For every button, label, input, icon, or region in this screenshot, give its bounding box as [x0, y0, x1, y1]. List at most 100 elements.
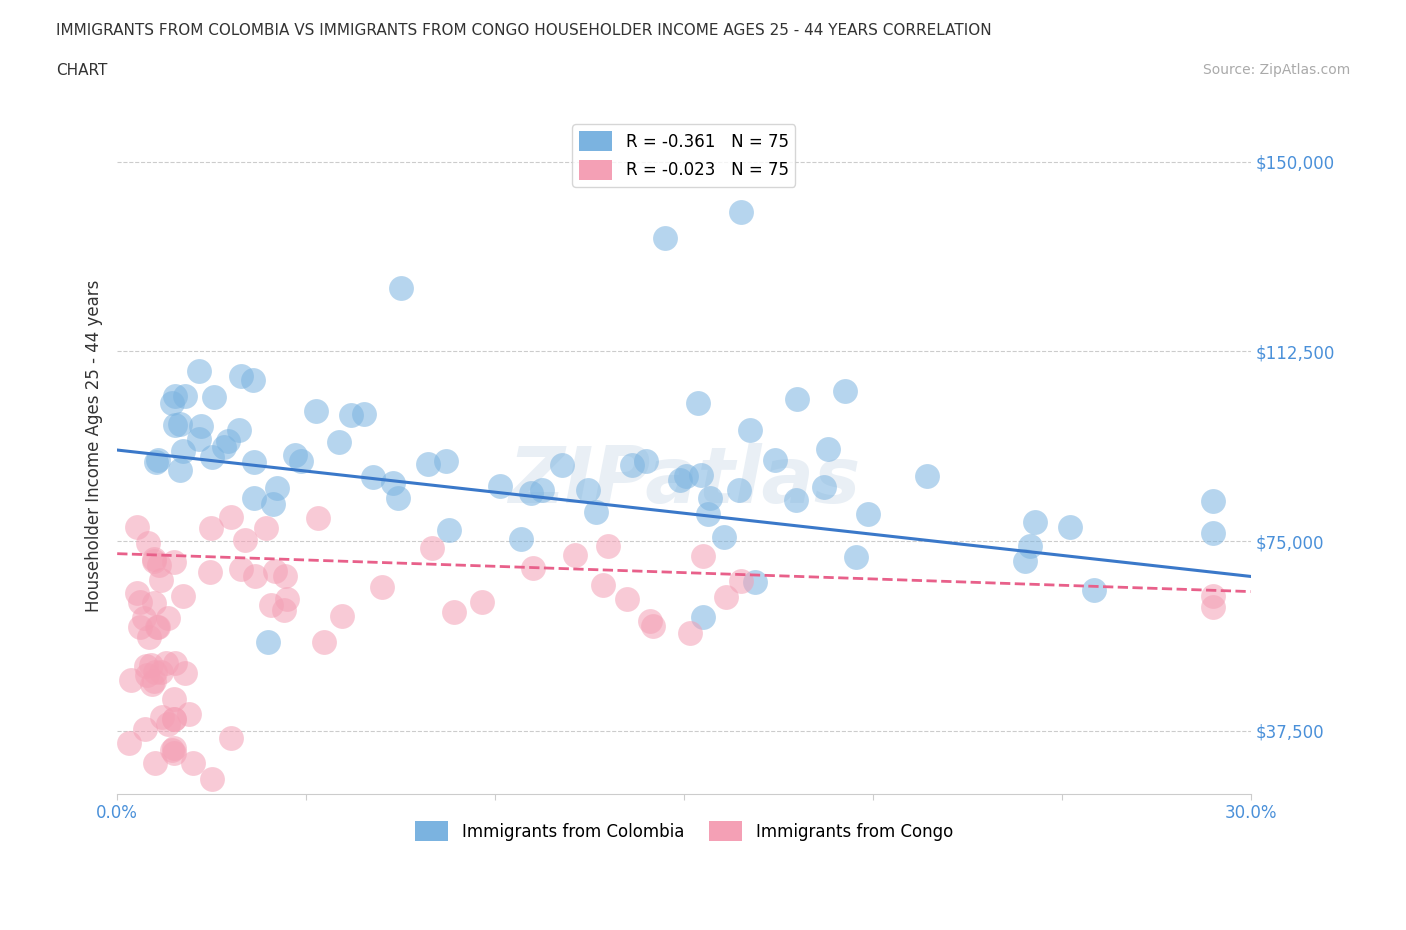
Point: [654, 231, 676, 246]
Point: [257, 634, 280, 649]
Point: [339, 407, 361, 422]
Point: [148, 557, 170, 572]
Point: [305, 404, 328, 418]
Point: [834, 383, 856, 398]
Point: [145, 455, 167, 470]
Point: [163, 554, 186, 569]
Point: [146, 453, 169, 468]
Point: [686, 396, 709, 411]
Point: [190, 418, 212, 433]
Point: [120, 672, 142, 687]
Point: [135, 668, 157, 683]
Point: [155, 655, 177, 670]
Point: [510, 532, 533, 547]
Point: [174, 388, 197, 403]
Point: [143, 756, 166, 771]
Point: [169, 417, 191, 432]
Point: [129, 594, 152, 609]
Legend: Immigrants from Colombia, Immigrants from Congo: Immigrants from Colombia, Immigrants fro…: [408, 815, 959, 848]
Point: [138, 630, 160, 644]
Point: [1024, 515, 1046, 530]
Point: [389, 281, 412, 296]
Point: [233, 533, 256, 548]
Point: [146, 619, 169, 634]
Point: [443, 604, 465, 619]
Point: [254, 520, 277, 535]
Point: [370, 579, 392, 594]
Point: [290, 453, 312, 468]
Point: [387, 490, 409, 505]
Point: [165, 389, 187, 404]
Point: [915, 469, 938, 484]
Point: [434, 454, 457, 469]
Point: [1018, 538, 1040, 553]
Point: [363, 470, 385, 485]
Point: [763, 453, 786, 468]
Point: [163, 656, 186, 671]
Y-axis label: Householder Income Ages 25 - 44 years: Householder Income Ages 25 - 44 years: [86, 280, 103, 613]
Point: [641, 618, 664, 633]
Point: [1202, 493, 1225, 508]
Point: [730, 574, 752, 589]
Point: [156, 716, 179, 731]
Point: [1014, 553, 1036, 568]
Point: [786, 392, 808, 406]
Point: [692, 549, 714, 564]
Point: [713, 529, 735, 544]
Point: [188, 432, 211, 446]
Point: [228, 422, 250, 437]
Point: [699, 490, 721, 505]
Point: [242, 373, 264, 388]
Text: ZIPatlas: ZIPatlas: [508, 443, 860, 519]
Point: [690, 467, 713, 482]
Point: [312, 634, 335, 649]
Point: [219, 731, 242, 746]
Point: [1202, 599, 1225, 614]
Point: [149, 573, 172, 588]
Point: [738, 423, 761, 438]
Point: [785, 492, 807, 507]
Point: [163, 711, 186, 726]
Point: [1083, 583, 1105, 598]
Point: [551, 458, 574, 472]
Point: [307, 511, 329, 525]
Point: [273, 602, 295, 617]
Point: [598, 538, 620, 553]
Point: [488, 478, 510, 493]
Point: [817, 442, 839, 457]
Point: [135, 658, 157, 673]
Point: [212, 439, 235, 454]
Point: [160, 742, 183, 757]
Point: [669, 472, 692, 487]
Point: [530, 483, 553, 498]
Point: [634, 454, 657, 469]
Point: [188, 364, 211, 379]
Point: [744, 575, 766, 590]
Point: [679, 625, 702, 640]
Point: [592, 578, 614, 592]
Point: [353, 406, 375, 421]
Point: [201, 771, 224, 786]
Point: [143, 595, 166, 610]
Point: [262, 497, 284, 512]
Point: [845, 550, 868, 565]
Point: [381, 476, 404, 491]
Point: [118, 736, 141, 751]
Point: [692, 609, 714, 624]
Point: [169, 462, 191, 477]
Point: [245, 569, 267, 584]
Point: [330, 608, 353, 623]
Point: [813, 480, 835, 495]
Point: [134, 611, 156, 626]
Point: [202, 390, 225, 405]
Point: [177, 707, 200, 722]
Point: [163, 691, 186, 706]
Point: [616, 591, 638, 606]
Point: [576, 482, 599, 497]
Point: [727, 483, 749, 498]
Point: [134, 722, 156, 737]
Point: [136, 536, 159, 551]
Point: [564, 547, 586, 562]
Point: [165, 418, 187, 432]
Point: [420, 541, 443, 556]
